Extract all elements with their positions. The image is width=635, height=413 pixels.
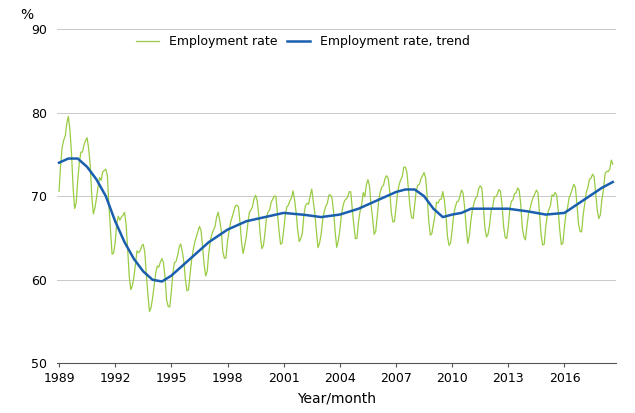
Legend: Employment rate, Employment rate, trend: Employment rate, Employment rate, trend <box>136 35 469 48</box>
Employment rate, trend <box>408 187 415 192</box>
Employment rate, trend <box>263 214 271 219</box>
Line: Employment rate: Employment rate <box>59 116 613 311</box>
Employment rate <box>578 230 585 235</box>
Employment rate, trend <box>91 175 98 180</box>
Employment rate <box>145 309 153 314</box>
Y-axis label: %: % <box>20 8 33 22</box>
Employment rate, trend <box>386 192 394 197</box>
Line: Employment rate, trend: Employment rate, trend <box>59 159 613 282</box>
Employment rate, trend <box>609 180 617 185</box>
Employment rate, trend <box>66 156 74 161</box>
Employment rate <box>65 114 72 119</box>
Employment rate, trend <box>158 279 166 284</box>
Employment rate <box>263 215 271 220</box>
X-axis label: Year/month: Year/month <box>297 391 376 405</box>
Employment rate <box>386 189 394 194</box>
Employment rate, trend <box>55 160 63 165</box>
Employment rate <box>55 189 63 194</box>
Employment rate <box>91 206 98 211</box>
Employment rate <box>408 215 415 220</box>
Employment rate <box>609 161 617 166</box>
Employment rate, trend <box>578 199 585 204</box>
Employment rate <box>436 197 443 202</box>
Employment rate, trend <box>436 212 443 217</box>
